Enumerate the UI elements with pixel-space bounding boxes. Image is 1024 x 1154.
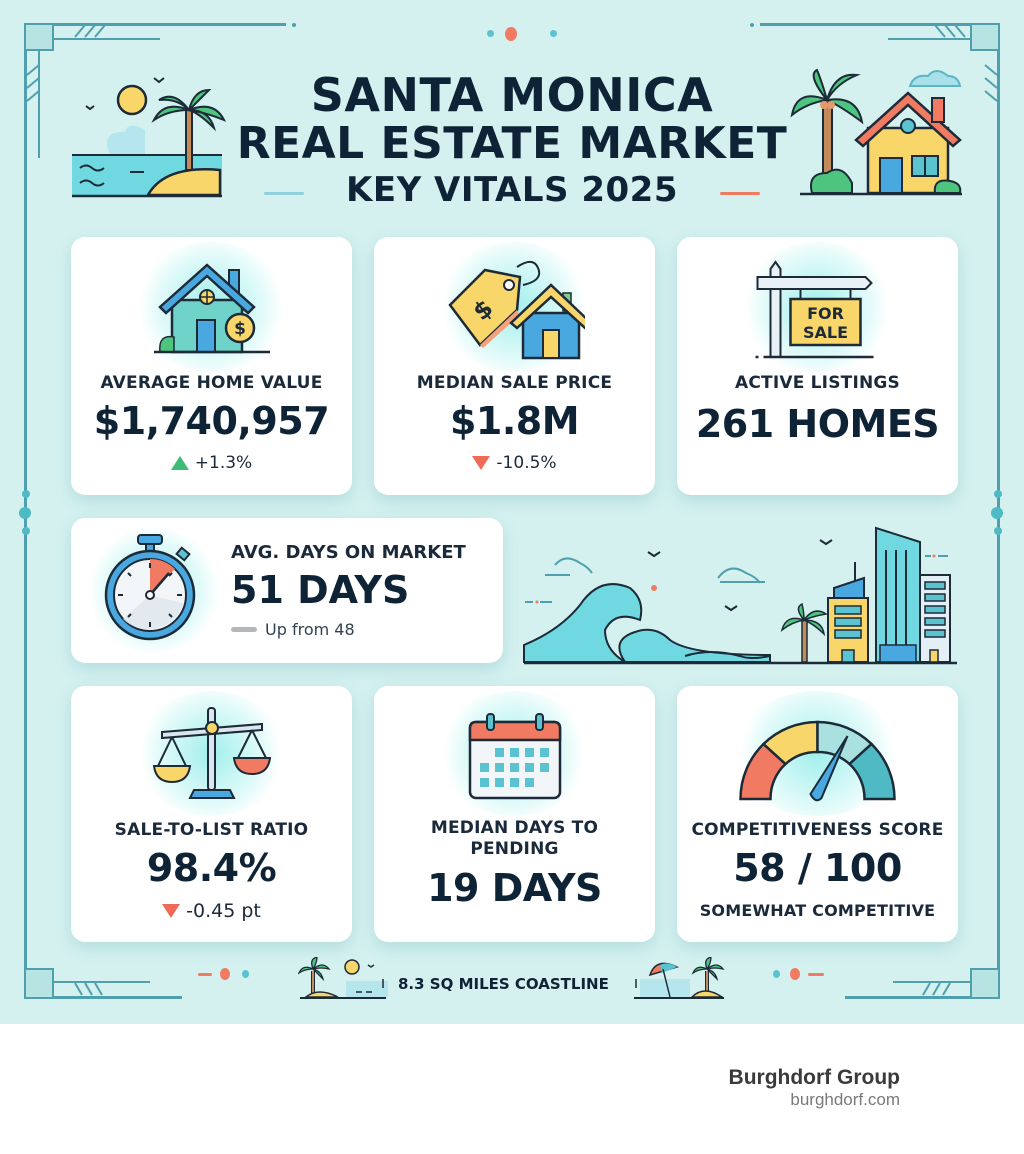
side-dot <box>22 490 30 498</box>
title-dash-left <box>264 192 304 195</box>
price-tag-house-icon: $ <box>447 260 585 360</box>
svg-text:FOR: FOR <box>807 304 844 323</box>
frame-hatch-decoration <box>74 24 106 38</box>
card-value: $1,740,957 <box>93 399 330 443</box>
for-sale-sign-icon: FOR SALE <box>755 260 873 359</box>
card-label: ACTIVE LISTINGS <box>735 373 900 393</box>
footer-dot <box>220 968 230 980</box>
footer-dash <box>198 973 212 976</box>
frame-top-right-inner-line <box>888 38 984 40</box>
brand-name: Burghdorf Group <box>728 1066 900 1089</box>
beach-illustration-icon <box>72 77 227 198</box>
umbrella-palm-footer-icon <box>634 957 725 999</box>
card-label: AVG. DAYS ON MARKET <box>231 542 466 563</box>
card-label: AVERAGE HOME VALUE <box>100 373 323 393</box>
title-line-1: SANTA MONICA <box>310 68 714 122</box>
footer-dot <box>773 970 780 978</box>
palm-house-illustration-icon <box>790 68 962 196</box>
delta-text: -0.45 pt <box>186 900 261 922</box>
svg-text:$: $ <box>234 319 246 339</box>
frame-dot <box>292 23 296 27</box>
card-value: 58 / 100 <box>733 846 902 890</box>
house-dollar-icon: $ <box>153 263 270 354</box>
frame-top-left-inner-line <box>40 38 160 40</box>
top-dot-coral <box>505 27 517 41</box>
card-label: MEDIAN SALE PRICE <box>416 373 613 393</box>
delta-text: -10.5% <box>496 453 557 473</box>
frame-hatch-decoration <box>984 64 998 102</box>
card-average-home-value: $ AVERAGE HOME VALUE $1,740,957 +1.3% <box>71 237 352 495</box>
side-dot <box>994 490 1002 498</box>
card-value: $1.8M <box>449 399 580 443</box>
frame-corner-box <box>24 23 54 51</box>
frame-corner-box <box>24 968 54 999</box>
side-dot <box>19 507 31 519</box>
frame-bottom-right-inner-line <box>893 981 989 983</box>
card-label: COMPETITIVENESS SCORE <box>691 820 944 840</box>
trend-up-icon <box>170 456 189 470</box>
card-delta: +1.3% <box>71 453 352 473</box>
footer-dot <box>242 970 249 978</box>
card-avg-days-on-market: AVG. DAYS ON MARKET 51 DAYS Up from 48 <box>71 518 503 663</box>
footer-dot <box>790 968 800 980</box>
frame-dot <box>750 23 754 27</box>
coastline-text: 8.3 SQ MILES COASTLINE <box>398 975 609 993</box>
delta-text: +1.3% <box>194 453 253 473</box>
card-label: SALE-TO-LIST RATIO <box>114 820 309 840</box>
neutral-trend-icon <box>231 627 257 632</box>
card-value: 51 DAYS <box>231 568 410 612</box>
title-line-2: REAL ESTATE MARKET <box>236 118 788 169</box>
frame-corner-box <box>970 968 1000 999</box>
balance-scale-icon <box>152 707 271 799</box>
frame-left-inner-line <box>38 38 40 158</box>
brand-block: Burghdorf Group burghdorf.com <box>729 1066 900 1110</box>
calendar-icon <box>468 713 561 800</box>
card-label-line-2: PENDING <box>470 839 559 859</box>
top-dot-teal <box>487 30 494 37</box>
gauge-icon <box>738 720 896 802</box>
palm-sun-footer-icon <box>298 957 388 999</box>
card-value: 98.4% <box>146 846 277 890</box>
frame-hatch-decoration <box>934 24 966 38</box>
frame-hatch-decoration <box>74 982 103 996</box>
sub-text: Up from 48 <box>265 620 355 639</box>
card-sub: SOMEWHAT COMPETITIVE <box>699 901 936 920</box>
trend-down-icon <box>472 456 491 470</box>
card-median-days-to-pending: MEDIAN DAYS TO PENDING 19 DAYS <box>374 686 655 942</box>
trend-down-icon <box>162 904 181 918</box>
brand-url[interactable]: burghdorf.com <box>790 1090 900 1109</box>
frame-hatch-decoration <box>26 64 40 102</box>
footer-dash <box>808 973 824 976</box>
card-competitiveness-score: COMPETITIVENESS SCORE 58 / 100 SOMEWHAT … <box>677 686 958 942</box>
frame-top-left-line <box>24 23 286 26</box>
top-dot-teal <box>550 30 557 37</box>
stopwatch-icon <box>104 534 196 641</box>
card-delta: -10.5% <box>374 453 655 473</box>
title-dash-right <box>720 192 760 195</box>
side-dot <box>991 507 1003 519</box>
card-sale-to-list-ratio: SALE-TO-LIST RATIO 98.4% -0.45 pt <box>71 686 352 942</box>
frame-bottom-left-inner-line <box>38 981 150 983</box>
infographic-poster: SANTA MONICA REAL ESTATE MARKET KEY VITA… <box>0 0 1024 1024</box>
frame-hatch-decoration <box>922 982 951 996</box>
frame-bottom-left-line <box>24 996 182 999</box>
card-delta: -0.45 pt <box>71 900 352 922</box>
card-value: 19 DAYS <box>427 866 602 910</box>
side-dot <box>994 527 1002 535</box>
card-sub: Up from 48 <box>231 620 355 639</box>
card-median-sale-price: $ MEDIAN SALE PRICE $1.8M -10.5% <box>374 237 655 495</box>
card-value: 261 HOMES <box>695 402 940 446</box>
wave-skyline-illustration-icon <box>523 526 957 665</box>
side-dot <box>22 527 30 535</box>
frame-bottom-right-line <box>845 996 1000 999</box>
title-line-3: KEY VITALS 2025 <box>346 170 678 210</box>
card-active-listings: FOR SALE ACTIVE LISTINGS 261 HOMES <box>677 237 958 495</box>
card-label-line-1: MEDIAN DAYS TO <box>430 818 599 838</box>
frame-top-right-line <box>760 23 1000 26</box>
frame-corner-box <box>970 23 1000 51</box>
svg-text:SALE: SALE <box>802 323 847 342</box>
